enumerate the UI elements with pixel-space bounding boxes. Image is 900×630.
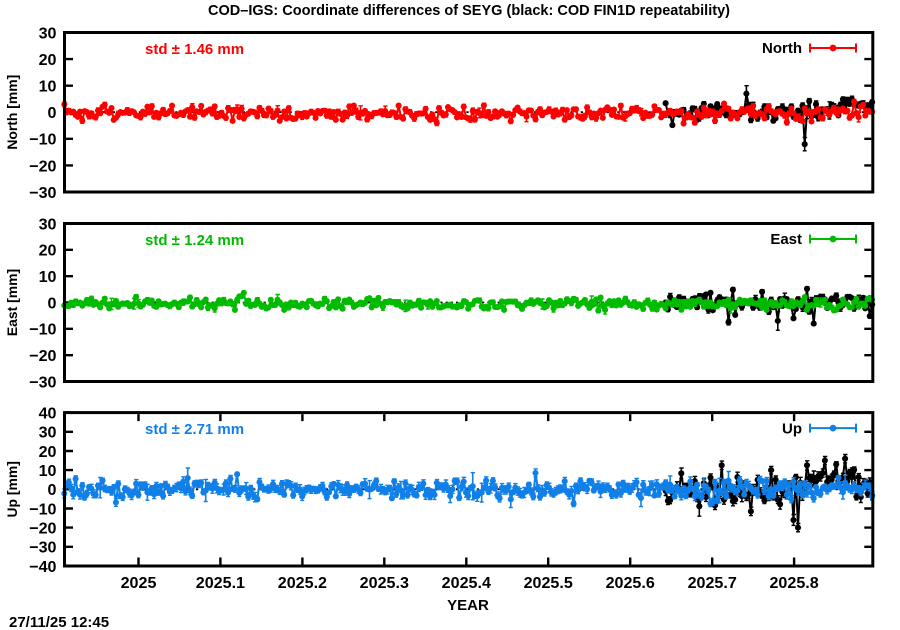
- svg-text:10: 10: [39, 462, 57, 480]
- svg-text:0: 0: [48, 294, 57, 312]
- svg-text:20: 20: [39, 51, 57, 69]
- svg-text:2025.8: 2025.8: [769, 574, 818, 592]
- svg-text:2025.1: 2025.1: [196, 574, 245, 592]
- svg-text:2025.4: 2025.4: [442, 574, 491, 592]
- svg-text:−20: −20: [29, 347, 56, 365]
- svg-text:30: 30: [39, 215, 57, 233]
- svg-text:30: 30: [39, 424, 57, 442]
- svg-text:std ± 1.46 mm: std ± 1.46 mm: [145, 41, 244, 58]
- svg-text:10: 10: [39, 268, 57, 286]
- svg-text:2025.7: 2025.7: [688, 574, 737, 592]
- svg-text:Up: Up: [782, 420, 802, 437]
- svg-text:East: East: [770, 231, 802, 248]
- svg-text:North [mm]: North [mm]: [4, 75, 20, 150]
- svg-text:2025.5: 2025.5: [524, 574, 573, 592]
- svg-text:std ± 1.24 mm: std ± 1.24 mm: [145, 232, 244, 249]
- svg-text:−20: −20: [29, 157, 56, 175]
- svg-text:std ± 2.71 mm: std ± 2.71 mm: [145, 421, 244, 438]
- svg-text:20: 20: [39, 443, 57, 461]
- svg-text:27/11/25 12:45: 27/11/25 12:45: [9, 614, 109, 630]
- svg-text:−30: −30: [29, 373, 56, 391]
- svg-text:Up [mm]: Up [mm]: [4, 461, 20, 517]
- svg-text:YEAR: YEAR: [447, 597, 489, 614]
- svg-text:−10: −10: [29, 321, 56, 339]
- svg-text:0: 0: [48, 481, 57, 499]
- svg-text:−30: −30: [29, 539, 56, 557]
- svg-text:COD–IGS: Coordinate difference: COD–IGS: Coordinate differences of SEYG …: [208, 2, 730, 19]
- svg-text:40: 40: [39, 405, 57, 423]
- svg-text:East [mm]: East [mm]: [4, 269, 20, 336]
- svg-text:10: 10: [39, 78, 57, 96]
- svg-text:30: 30: [39, 24, 57, 42]
- svg-text:0: 0: [48, 104, 57, 122]
- svg-text:2025: 2025: [121, 574, 157, 592]
- svg-text:−10: −10: [29, 500, 56, 518]
- svg-text:20: 20: [39, 242, 57, 260]
- svg-text:2025.3: 2025.3: [360, 574, 409, 592]
- svg-text:2025.2: 2025.2: [278, 574, 327, 592]
- svg-text:−40: −40: [29, 558, 56, 576]
- svg-text:−20: −20: [29, 520, 56, 538]
- svg-text:North: North: [762, 40, 802, 57]
- svg-text:2025.6: 2025.6: [606, 574, 655, 592]
- svg-text:−10: −10: [29, 131, 56, 149]
- svg-text:−30: −30: [29, 184, 56, 202]
